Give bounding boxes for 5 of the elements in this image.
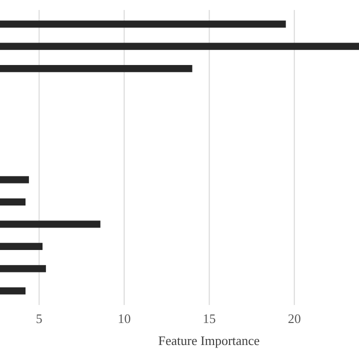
x-tick-label: 5 bbox=[36, 311, 42, 326]
x-tick-label: 10 bbox=[118, 311, 131, 326]
x-axis-title: Feature Importance bbox=[158, 333, 260, 348]
x-tick-label: 20 bbox=[288, 311, 301, 326]
x-tick-label: 15 bbox=[202, 311, 216, 326]
